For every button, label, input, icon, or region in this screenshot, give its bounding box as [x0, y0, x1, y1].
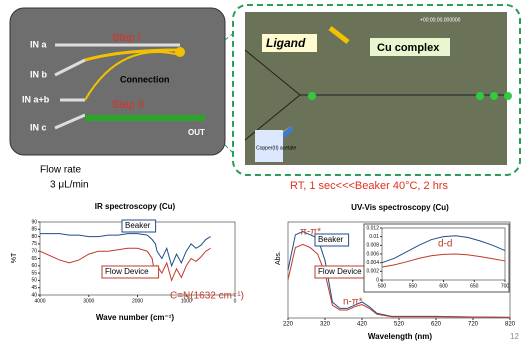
- page: {"diagram":{"inputs":["IN a","IN b","IN …: [0, 0, 526, 347]
- y-tick-label: 0.008: [366, 243, 379, 249]
- input-label: IN a: [30, 39, 48, 49]
- x-tick-label: 2000: [132, 298, 143, 304]
- x-tick-label: 550: [409, 283, 418, 289]
- out-label: OUT: [188, 128, 205, 137]
- x-tick-label: 320: [320, 322, 331, 328]
- annotation: π-π*: [300, 227, 321, 238]
- annotation: C=N(1632 cm⁻¹): [170, 291, 244, 302]
- x-tick-label: 820: [505, 322, 516, 328]
- y-tick-label: 55: [31, 270, 37, 276]
- chart-title: UV-Vis spectroscopy (Cu): [351, 203, 449, 212]
- y-tick-label: 70: [31, 249, 37, 255]
- y-tick-label: 80: [31, 234, 37, 240]
- x-tick-label: 520: [394, 322, 405, 328]
- y-tick-label: 60: [31, 263, 37, 269]
- y-tick-label: 65: [31, 256, 37, 262]
- x-tick-label: 620: [431, 322, 442, 328]
- x-tick-label: 420: [357, 322, 368, 328]
- y-tick-label: 0.012: [366, 225, 379, 231]
- annotation: d-d: [438, 239, 452, 250]
- legend-label: Beaker: [125, 221, 151, 230]
- x-tick-label: 220: [283, 322, 294, 328]
- page-number: 12: [510, 332, 519, 341]
- annotation: n-π*: [343, 297, 363, 308]
- legend-label: Flow Device: [105, 267, 149, 276]
- y-axis-label: %T: [11, 252, 18, 263]
- y-tick-label: 85: [31, 227, 37, 233]
- step-label: Step II: [112, 99, 144, 111]
- y-tick-label: 0.01: [369, 234, 379, 240]
- x-tick-label: 700: [501, 283, 510, 289]
- slide: +00:00:00.000000 Ligand Cu complex Coppe…: [0, 0, 526, 347]
- timestamp: +00:00:00.000000: [420, 17, 461, 23]
- x-tick-label: 4000: [34, 298, 45, 304]
- y-tick-label: 75: [31, 241, 37, 247]
- input-label: IN a+b: [22, 94, 50, 104]
- step-label: Step I: [112, 32, 141, 44]
- x-tick-label: 3000: [83, 298, 94, 304]
- y-tick-label: 50: [31, 278, 37, 284]
- complex-label: Cu complex: [377, 42, 440, 54]
- y-tick-label: 45: [31, 285, 37, 291]
- y-tick-label: 90: [31, 219, 37, 225]
- y-axis-label: Abs.: [275, 251, 282, 265]
- legend-label: Beaker: [318, 235, 344, 244]
- y-tick-label: 0.002: [366, 269, 379, 275]
- copper-label: Copper(II) acetate: [256, 145, 297, 151]
- connection-label: Connection: [120, 74, 170, 84]
- x-tick-label: 600: [439, 283, 448, 289]
- chip-node: [175, 47, 185, 57]
- chart-title: IR spectroscopy (Cu): [95, 202, 176, 211]
- ligand-label: Ligand: [266, 36, 306, 50]
- y-tick-label: 0.006: [366, 251, 379, 257]
- x-tick-label: 650: [470, 283, 479, 289]
- series-line: [40, 234, 211, 266]
- note: RT, 1 sec<<<Beaker 40°C, 2 hrs: [290, 180, 448, 192]
- plot-frame: [40, 222, 235, 295]
- x-tick-label: 720: [468, 322, 479, 328]
- y-tick-label: 40: [31, 292, 37, 298]
- flow-rate-value: 3 μL/min: [50, 180, 89, 191]
- input-label: IN b: [30, 69, 48, 79]
- y-tick-label: 0.004: [366, 260, 379, 266]
- x-axis-label: Wavelength (nm): [368, 332, 432, 341]
- legend-label: Flow Device: [318, 267, 362, 276]
- x-tick-label: 500: [378, 283, 387, 289]
- y-tick-label: 0: [376, 277, 379, 283]
- flow-rate-label: Flow rate: [40, 165, 82, 176]
- input-label: IN c: [30, 122, 47, 132]
- x-axis-label: Wave number (cm⁻¹): [96, 313, 174, 322]
